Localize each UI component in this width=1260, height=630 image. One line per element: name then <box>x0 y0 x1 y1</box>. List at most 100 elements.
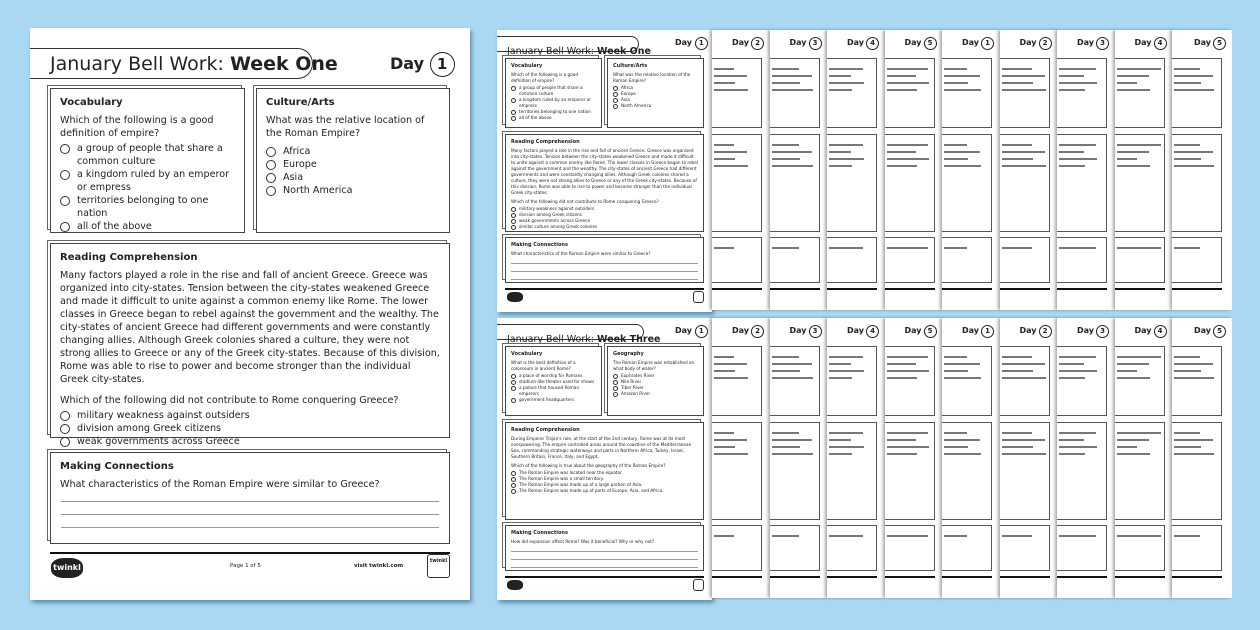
day-number-badge: 4 <box>866 325 879 338</box>
text-fragment <box>944 370 968 372</box>
answer-option[interactable]: Tiber River <box>613 385 699 391</box>
answer-option[interactable]: Africa <box>613 85 699 91</box>
radio-circle-icon[interactable] <box>511 206 516 212</box>
radio-circle-icon[interactable] <box>60 196 70 206</box>
radio-circle-icon[interactable] <box>511 470 516 476</box>
answer-option[interactable]: North America <box>266 184 441 197</box>
answer-option[interactable]: a kingdom ruled by an emperor or empress <box>60 168 236 194</box>
text-fragment <box>771 68 799 70</box>
radio-circle-icon[interactable] <box>613 385 618 391</box>
text-fragment <box>886 75 916 77</box>
radio-circle-icon[interactable] <box>60 437 70 447</box>
radio-circle-icon[interactable] <box>266 173 276 183</box>
radio-circle-icon[interactable] <box>266 147 276 157</box>
answer-option[interactable]: government headquarters <box>511 397 597 403</box>
radio-circle-icon[interactable] <box>613 391 618 397</box>
answer-option[interactable]: The Roman Empire was located near the eq… <box>511 470 699 476</box>
day-number-badge: 1 <box>429 52 455 77</box>
answer-option[interactable]: The Roman Empire was made up of parts of… <box>511 488 699 494</box>
radio-circle-icon[interactable] <box>60 411 70 421</box>
answer-option[interactable]: military weakness against outsiders <box>511 206 699 212</box>
answer-option[interactable]: division among Greek citizens <box>511 212 699 218</box>
radio-circle-icon[interactable] <box>511 85 516 91</box>
answer-option[interactable]: Amazon River <box>613 391 699 397</box>
radio-circle-icon[interactable] <box>60 144 70 154</box>
answer-option[interactable]: weak governments across Greece <box>511 218 699 224</box>
day-indicator: Day 3 <box>789 325 822 338</box>
radio-circle-icon[interactable] <box>613 379 618 385</box>
radio-circle-icon[interactable] <box>511 97 516 103</box>
answer-option[interactable]: a palace that housed Roman emperors <box>511 385 597 397</box>
text-fragment <box>771 432 799 434</box>
radio-circle-icon[interactable] <box>266 160 276 170</box>
answer-option[interactable]: North America <box>613 103 699 109</box>
radio-circle-icon[interactable] <box>60 424 70 434</box>
answer-option[interactable]: a group of people that share a common cu… <box>511 85 597 97</box>
day-indicator: Day 5 <box>1194 37 1226 50</box>
radio-circle-icon[interactable] <box>613 373 618 379</box>
radio-circle-icon[interactable] <box>511 397 516 403</box>
footer-divider <box>827 576 877 578</box>
answer-option[interactable]: a group of people that share a common cu… <box>60 142 236 168</box>
radio-circle-icon[interactable] <box>613 91 618 97</box>
day-indicator: Day 1 <box>390 52 455 77</box>
answer-option[interactable]: a place of worship for Romans <box>511 373 597 379</box>
text-fragment <box>1001 446 1033 448</box>
radio-circle-icon[interactable] <box>60 170 70 180</box>
day-number-badge: 5 <box>923 325 937 338</box>
radio-circle-icon[interactable] <box>266 186 276 196</box>
option-label: government headquarters <box>519 397 575 402</box>
answer-option[interactable]: Europe <box>266 158 441 171</box>
section-box <box>827 422 877 520</box>
radio-circle-icon[interactable] <box>511 385 516 391</box>
radio-circle-icon[interactable] <box>60 222 70 232</box>
twinkl-badge: twinkl <box>427 554 450 578</box>
radio-circle-icon[interactable] <box>613 85 618 91</box>
radio-circle-icon[interactable] <box>511 224 516 230</box>
answer-option[interactable]: Asia <box>266 171 441 184</box>
radio-circle-icon[interactable] <box>511 109 516 115</box>
answer-option[interactable]: weak governments across Greece <box>60 435 441 448</box>
radio-circle-icon[interactable] <box>511 379 516 385</box>
footer-divider <box>942 576 992 578</box>
answer-option[interactable]: territories belonging to one nation <box>511 109 597 115</box>
text-fragment <box>771 535 799 537</box>
section-box <box>827 525 877 571</box>
radio-circle-icon[interactable] <box>511 115 516 121</box>
answer-option[interactable]: all of the above <box>511 115 597 121</box>
text-fragment <box>714 247 734 249</box>
text-fragment <box>714 535 734 537</box>
answer-option[interactable]: territories belonging to one nation <box>60 194 236 220</box>
answer-option[interactable]: Africa <box>266 145 441 158</box>
answer-option[interactable]: division among Greek citizens <box>60 422 441 435</box>
answer-option[interactable]: Asia <box>613 97 699 103</box>
day-number-badge: 4 <box>866 37 879 50</box>
answer-option[interactable]: The Roman Empire was made up of a large … <box>511 482 699 488</box>
radio-circle-icon[interactable] <box>511 476 516 482</box>
answer-option[interactable]: Europe <box>613 91 699 97</box>
text-fragment <box>829 165 852 167</box>
radio-circle-icon[interactable] <box>613 97 618 103</box>
radio-circle-icon[interactable] <box>511 212 516 218</box>
section-heading: Reading Comprehension <box>511 427 580 433</box>
answer-option[interactable]: The Roman Empire was a small territory. <box>511 476 699 482</box>
radio-circle-icon[interactable] <box>511 488 516 494</box>
text-fragment <box>1116 439 1149 441</box>
radio-circle-icon[interactable] <box>613 103 618 109</box>
answer-option[interactable]: Euphrates River <box>613 373 699 379</box>
answer-option[interactable]: Nile River <box>613 379 699 385</box>
section-heading: Making Connections <box>60 461 174 472</box>
answer-option[interactable]: stadium-like theater used for shows <box>511 379 597 385</box>
radio-circle-icon[interactable] <box>511 373 516 379</box>
section-heading: Vocabulary <box>511 351 543 357</box>
answer-option[interactable]: a kingdom ruled by an emperor or empress <box>511 97 597 109</box>
page-strip-day-2: Day 2 <box>999 318 1058 598</box>
radio-circle-icon[interactable] <box>511 218 516 224</box>
page-title: January Bell Work: Week Three <box>507 334 661 345</box>
answer-option[interactable]: similar culture among Greek colonies <box>511 224 699 230</box>
option-label: weak governments across Greece <box>77 436 240 447</box>
answer-option[interactable]: all of the above <box>60 220 236 233</box>
answer-option[interactable]: military weakness against outsiders <box>60 409 441 422</box>
section-box <box>1114 525 1165 571</box>
radio-circle-icon[interactable] <box>511 482 516 488</box>
